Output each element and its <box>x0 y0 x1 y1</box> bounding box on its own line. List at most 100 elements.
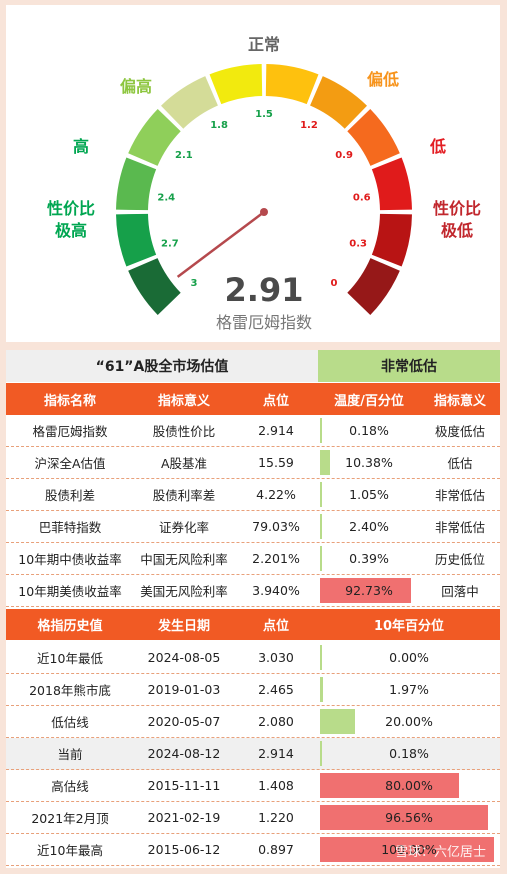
indicator-percentile-text: 10.38% <box>345 455 393 470</box>
history-date: 2024-08-05 <box>134 642 234 673</box>
history-point-text: 1.220 <box>258 810 294 825</box>
table2-header-cell-text: 点位 <box>262 619 289 634</box>
history-date: 2021-02-19 <box>134 802 234 833</box>
indicator-percentile: 1.05% <box>318 479 420 510</box>
history-point: 0.897 <box>234 834 318 865</box>
indicator-percentile: 92.73% <box>318 575 420 606</box>
history-percentile-text: 0.18% <box>389 746 429 761</box>
table2-header-cell-text: 格指历史值 <box>37 619 103 634</box>
status-badge: 非常低估 <box>318 350 500 382</box>
gauge-segment <box>209 64 263 105</box>
gauge-tick-label: 0.9 <box>335 150 353 161</box>
indicator-meaning-text: 股债利率差 <box>152 488 216 503</box>
indicator-point: 15.59 <box>234 447 318 478</box>
table1-header-cell-text: 指标意义 <box>433 393 486 409</box>
table1-header-cell: 指标意义 <box>134 383 234 415</box>
table-title: “61”A股全市场估值 <box>6 350 318 382</box>
gauge-segment <box>265 64 319 105</box>
table2-header-cell: 点位 <box>234 609 318 640</box>
table2-header-cell-text: 发生日期 <box>157 619 210 634</box>
history-name: 近10年最高 <box>6 834 134 865</box>
indicator-level-text: 历史低位 <box>434 552 485 567</box>
history-point-text: 3.030 <box>258 650 294 665</box>
history-date: 2020-05-07 <box>134 706 234 737</box>
indicator-point: 2.914 <box>234 415 318 446</box>
gauge-zone-label: 极低 <box>441 221 473 240</box>
history-point: 2.465 <box>234 674 318 705</box>
indicator-meaning: 股债利率差 <box>134 479 234 510</box>
history-date-text: 2019-01-03 <box>147 682 221 697</box>
history-date: 2015-11-11 <box>134 770 234 801</box>
valuation-table: “61”A股全市场估值 非常低估 指标名称 指标意义 点位 温度/百分位 指标意义 格雷厄… <box>6 350 500 868</box>
indicator-meaning: 证券化率 <box>134 511 234 542</box>
table1-header: 指标名称 指标意义 点位 温度/百分位 指标意义 <box>6 383 500 415</box>
gauge-zone-label: 偏高 <box>120 77 152 96</box>
indicator-percentile: 2.40% <box>318 511 420 542</box>
table-row: 10年期中债收益率 中国无风险利率 2.201% 0.39% 历史低位 <box>6 543 500 575</box>
indicator-level-text: 低估 <box>447 456 473 471</box>
gauge-tick-label: 0 <box>331 278 338 289</box>
indicator-percentile: 0.18% <box>318 415 420 446</box>
table1-header-cell-text: 指标意义 <box>157 393 210 409</box>
indicator-level-text: 回落中 <box>441 584 479 599</box>
history-name-text: 2018年熊市底 <box>29 683 111 698</box>
indicator-point-text: 3.940% <box>252 583 300 598</box>
history-date-text: 2021-02-19 <box>147 810 221 825</box>
indicator-meaning: 美国无风险利率 <box>134 575 234 606</box>
gauge-tick-label: 1.8 <box>210 120 228 131</box>
indicator-meaning-text: 美国无风险利率 <box>140 584 228 599</box>
indicator-name: 格雷厄姆指数 <box>6 415 134 446</box>
percentile-bar <box>320 677 323 702</box>
history-name-text: 低估线 <box>51 715 89 730</box>
percentile-bar <box>320 645 322 670</box>
indicator-point: 79.03% <box>234 511 318 542</box>
percentile-bar <box>320 578 411 603</box>
indicator-level: 非常低估 <box>420 511 500 542</box>
indicator-name: 股债利差 <box>6 479 134 510</box>
history-date: 2015-06-12 <box>134 834 234 865</box>
percentile-bar <box>320 418 322 443</box>
gauge-tick-label: 1.5 <box>255 109 273 120</box>
gauge-tick-label: 2.1 <box>175 150 193 161</box>
gauge-card: 3 2.7 2.4 2.1 1.8 1.5 1.2 0.9 0.6 0.3 0 性价比 极高 高 偏高 正常偏… <box>6 5 500 342</box>
indicator-name-text: 沪深全A估值 <box>34 456 106 471</box>
table2-header-cell: 发生日期 <box>134 609 234 640</box>
history-date-text: 2024-08-12 <box>147 746 221 761</box>
indicator-point-text: 79.03% <box>252 519 300 534</box>
percentile-bar <box>320 741 322 766</box>
history-percentile: 96.56% <box>318 802 500 833</box>
gauge-segment <box>371 157 412 211</box>
history-percentile: 20.00% <box>318 706 500 737</box>
table1-header-cell: 指标名称 <box>6 383 134 415</box>
percentile-bar <box>320 546 322 571</box>
history-name: 2021年2月顶 <box>6 802 134 833</box>
history-name-text: 近10年最低 <box>37 651 103 666</box>
history-date-text: 2015-06-12 <box>147 842 221 857</box>
indicator-name-text: 格雷厄姆指数 <box>32 424 108 439</box>
gauge-needle-hub <box>260 208 268 216</box>
indicator-point-text: 2.201% <box>252 551 300 566</box>
indicator-level: 极度低估 <box>420 415 500 446</box>
history-percentile: 0.00% <box>318 642 500 673</box>
gauge-tick-label: 3 <box>191 278 198 289</box>
table1-header-cell: 点位 <box>234 383 318 415</box>
indicator-name-text: 10年期中债收益率 <box>18 552 122 567</box>
history-name: 近10年最低 <box>6 642 134 673</box>
table-row: 巴菲特指数 证券化率 79.03% 2.40% 非常低估 <box>6 511 500 543</box>
gauge-needle <box>176 211 265 278</box>
indicator-percentile-text: 92.73% <box>345 583 393 598</box>
gauge-tick-label: 2.4 <box>157 193 175 204</box>
history-percentile-text: 1.97% <box>389 682 429 697</box>
history-point-text: 1.408 <box>258 778 294 793</box>
watermark: 雪球：六亿居士 <box>394 845 486 860</box>
history-date: 2024-08-12 <box>134 738 234 769</box>
gauge-zone-label: 性价比 <box>47 199 95 218</box>
gauge-zone-label: 偏低 <box>367 70 399 89</box>
indicator-level: 历史低位 <box>420 543 500 574</box>
history-percentile: 0.18% <box>318 738 500 769</box>
indicator-percentile: 10.38% <box>318 447 420 478</box>
table-row: 2018年熊市底 2019-01-03 2.465 1.97% <box>6 674 500 706</box>
history-date-text: 2024-08-05 <box>147 650 221 665</box>
indicator-name-text: 10年期美债收益率 <box>18 584 122 599</box>
